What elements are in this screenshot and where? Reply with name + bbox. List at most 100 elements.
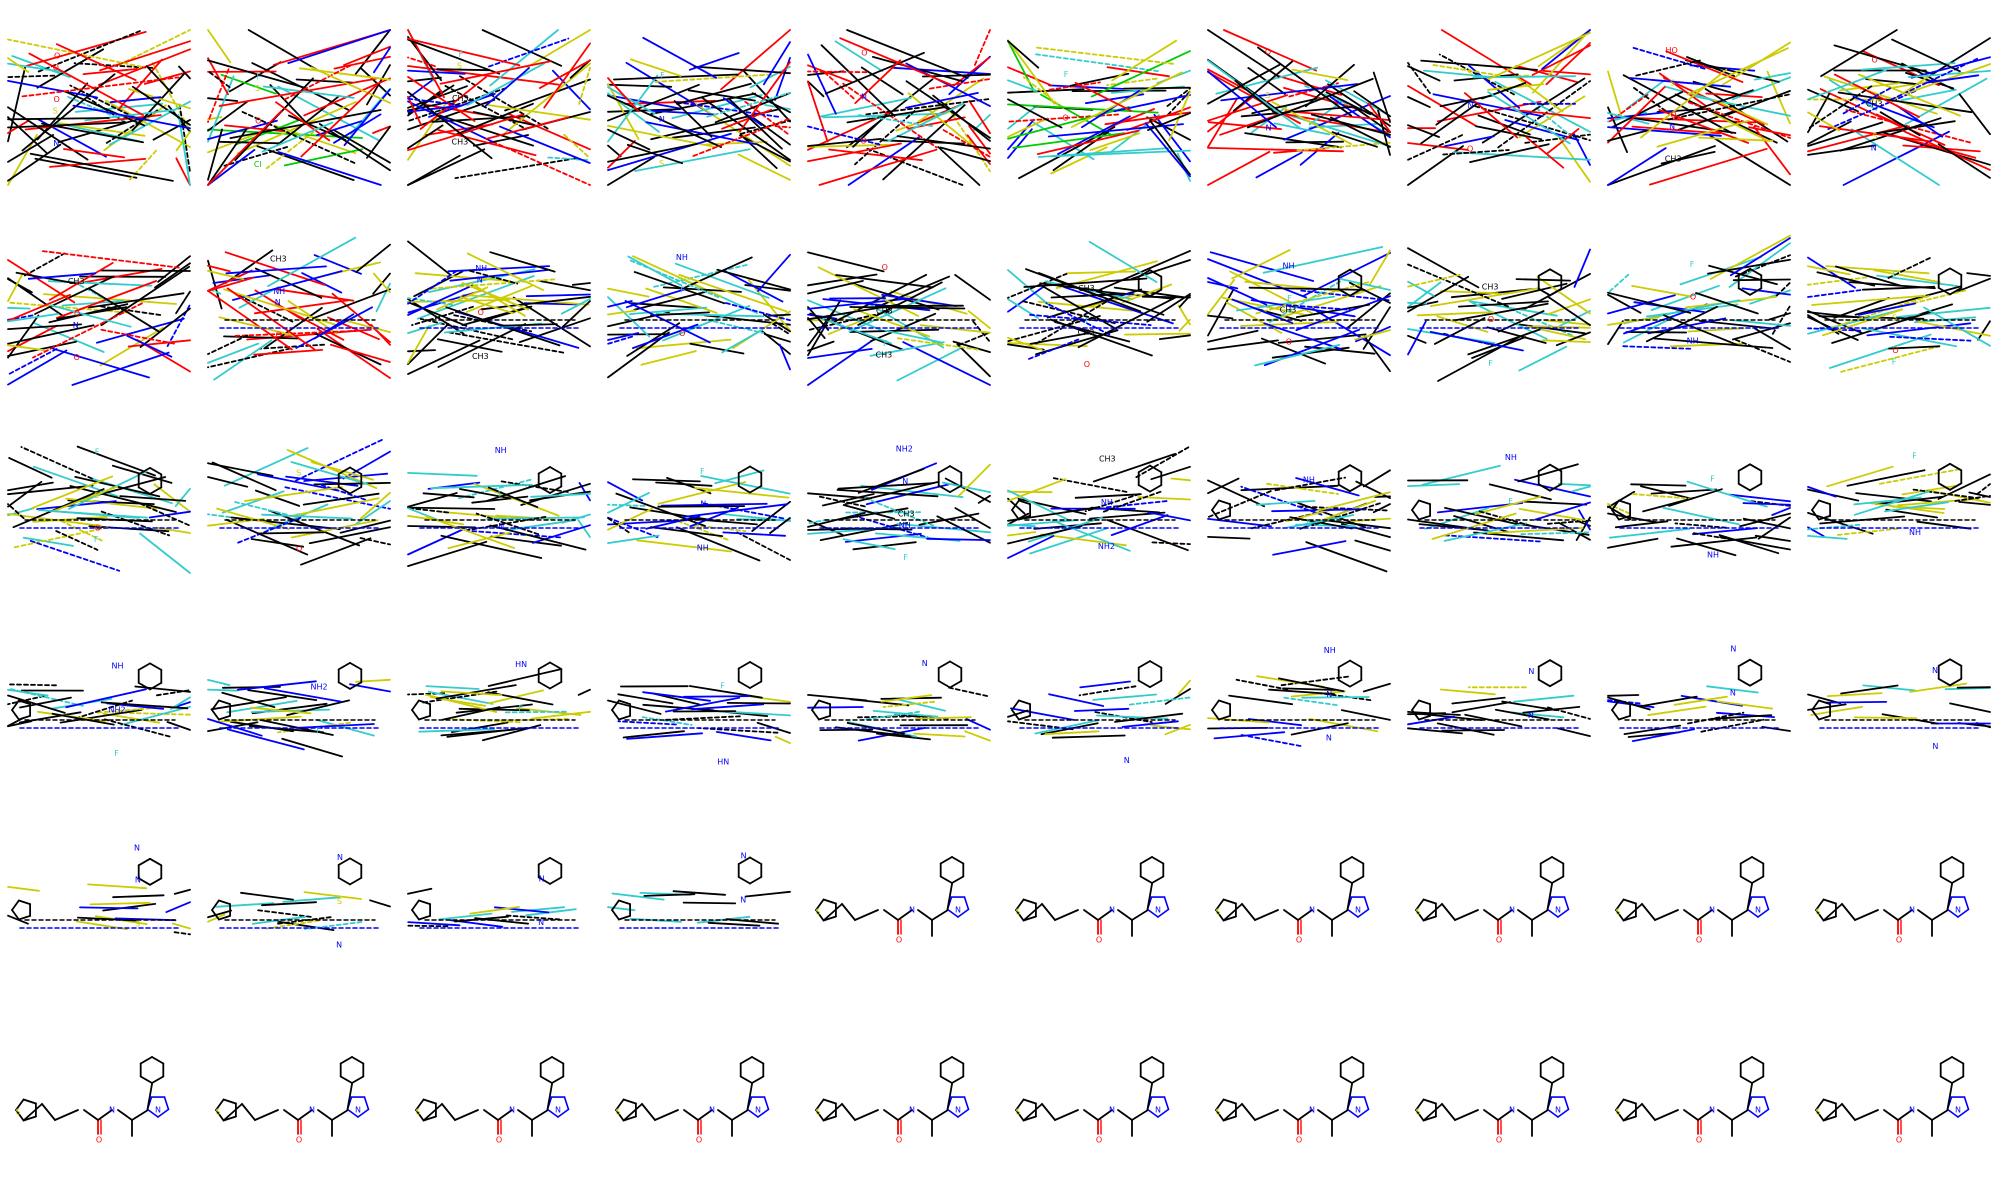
atom-label-n: N	[1709, 1106, 1715, 1115]
atom-label-n: N	[755, 1106, 761, 1115]
molecule-drawing: OF	[1007, 39, 1191, 182]
molecule-drawing: HO N S CH3 O	[1607, 41, 1791, 186]
molecule-drawing: CH3 CH3 O F	[807, 251, 991, 386]
atom-label-o: O	[276, 331, 282, 340]
atom-label-ch3: CH3	[68, 277, 85, 286]
atom-label-f: F	[1306, 519, 1311, 528]
atom-label-o: O	[74, 353, 80, 362]
atom-label-f: F	[256, 73, 261, 82]
bonds	[7, 250, 191, 386]
bonds	[7, 857, 191, 936]
bonds	[1015, 1056, 1170, 1137]
atom-label-f: F	[660, 71, 665, 80]
atom-label-f: F	[1912, 452, 1917, 461]
bonds	[7, 662, 191, 739]
atom-label-o: O	[882, 263, 888, 272]
molecule-drawing: O N O	[807, 29, 991, 186]
molecule-drawing: CH3 NH O F	[1207, 246, 1391, 373]
bonds	[1007, 241, 1191, 360]
atom-label-f: F	[1710, 474, 1715, 483]
atom-label-n: N	[1509, 906, 1515, 915]
atom-label-ch3: CH3	[472, 352, 489, 361]
atom-label-n: N	[709, 1106, 715, 1115]
bonds	[207, 438, 391, 566]
bonds	[1007, 445, 1191, 559]
atom-label-o: O	[1496, 1136, 1502, 1145]
molecule-frame-4: S N F	[600, 0, 800, 200]
atom-label-nh: NH	[1909, 528, 1921, 537]
molecule-frame-45: S N O N	[800, 800, 1000, 1000]
atom-label-s: S	[296, 469, 301, 478]
atom-label-o: O	[1467, 145, 1473, 154]
atom-label-n: N	[336, 941, 342, 950]
atom-label-f: F	[458, 50, 463, 59]
atom-label-f: F	[518, 704, 523, 713]
bonds	[607, 856, 791, 929]
atom-label-f: F	[903, 553, 908, 562]
bonds	[407, 29, 591, 186]
molecule-frame-60: S N O N	[1800, 1000, 2000, 1200]
atom-label-ch3: CH3	[1078, 328, 1095, 337]
atom-label-n: N	[355, 1106, 361, 1115]
atom-label-n: N	[1955, 1106, 1961, 1115]
molecule-frame-35: N	[800, 600, 1000, 800]
bonds	[1215, 856, 1370, 937]
atom-label-s: S	[1670, 78, 1675, 87]
atom-label-o: O	[1286, 338, 1292, 347]
atom-label-n: N	[1124, 756, 1130, 765]
molecule-frame-51: S N O N	[0, 1000, 200, 1200]
atom-label-f: F	[700, 467, 705, 476]
atom-label-s: S	[215, 1108, 220, 1117]
atom-label-n: N	[477, 276, 483, 285]
molecule-frame-13: N CH3 O NH	[400, 200, 600, 400]
atom-label-o: O	[1096, 936, 1102, 945]
atom-label-s: S	[1873, 132, 1878, 141]
bonds	[1807, 256, 1991, 374]
atom-label-o: O	[1265, 47, 1271, 56]
molecule-frame-25: NH2 NH N F CH3	[800, 400, 1000, 600]
atom-label-ch3: CH3	[898, 509, 915, 518]
molecule-frame-33: F HN	[400, 600, 600, 800]
molecule-drawing: S N O N	[615, 1056, 770, 1145]
atom-label-ch3: CH3	[1866, 100, 1883, 109]
molecule-frame-29: F NH	[1600, 400, 1800, 600]
atom-label-n: N	[922, 659, 928, 668]
molecule-frame-5: O N O	[800, 0, 1000, 200]
atom-label-ch3: CH3	[452, 138, 469, 147]
atom-label-n: N	[53, 139, 59, 148]
molecule-frame-49: S N O N	[1600, 800, 1800, 1000]
atom-label-ch3: CH3	[1078, 284, 1095, 293]
molecule-drawing: N	[1007, 660, 1191, 765]
molecule-frame-16: CH3 CH3 O F	[1000, 200, 1200, 400]
atom-label-s: S	[815, 1108, 820, 1117]
atom-label-ch3: CH3	[270, 254, 287, 263]
atom-label-nh: NH	[1505, 453, 1517, 462]
atom-label-f: F	[95, 447, 100, 456]
atom-label-n: N	[1155, 906, 1161, 915]
atom-label-nh: NH	[697, 543, 709, 552]
atom-label-ch3: CH3	[876, 307, 893, 316]
bonds	[1207, 659, 1391, 747]
bonds	[1415, 856, 1570, 937]
atom-label-s: S	[1467, 69, 1472, 78]
molecule-frame-54: S N O N	[600, 1000, 800, 1200]
molecule-drawing: S N O N	[415, 1056, 570, 1145]
molecule-frame-34: F HN	[600, 600, 800, 800]
molecule-frame-11: N CH3 O O	[0, 200, 200, 400]
bonds	[607, 29, 791, 186]
atom-label-o: O	[96, 1136, 102, 1145]
atom-label-n: N	[1755, 1106, 1761, 1115]
atom-label-o: O	[53, 63, 59, 72]
atom-label-o: O	[478, 308, 484, 317]
atom-label-o: O	[54, 95, 60, 104]
bonds	[1615, 856, 1770, 937]
atom-label-nh: NH	[475, 264, 487, 273]
molecule-drawing: NH O F	[607, 253, 791, 379]
atom-label-n: N	[1326, 734, 1332, 743]
bonds	[1807, 29, 1991, 186]
atom-label-nh: NH	[899, 521, 911, 530]
atom-label-n: N	[1909, 1106, 1915, 1115]
molecule-frame-59: S N O N	[1600, 1000, 1800, 1200]
